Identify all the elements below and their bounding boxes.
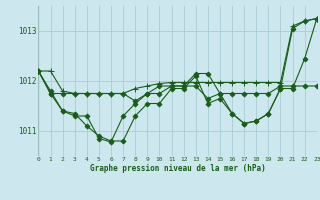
X-axis label: Graphe pression niveau de la mer (hPa): Graphe pression niveau de la mer (hPa) <box>90 164 266 173</box>
